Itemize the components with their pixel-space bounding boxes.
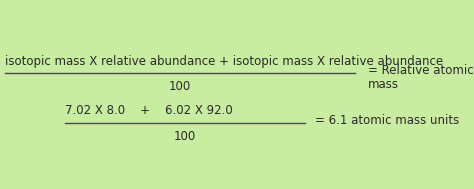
Text: isotopic mass X relative abundance + isotopic mass X relative abundance: isotopic mass X relative abundance + iso… [5,54,443,67]
Text: 7.02 X 8.0    +    6.02 X 92.0: 7.02 X 8.0 + 6.02 X 92.0 [65,105,233,118]
Text: mass: mass [368,77,399,91]
Text: = Relative atomic: = Relative atomic [368,64,474,77]
Text: 100: 100 [169,80,191,92]
Text: = 6.1 atomic mass units: = 6.1 atomic mass units [315,115,459,128]
Text: 100: 100 [174,129,196,143]
